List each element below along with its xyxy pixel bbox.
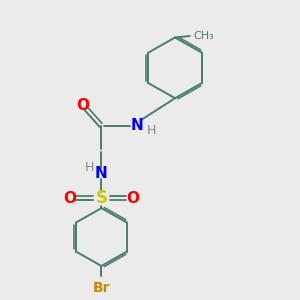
Text: O: O xyxy=(126,190,140,206)
Text: O: O xyxy=(63,190,76,206)
Text: H: H xyxy=(147,124,156,137)
Text: N: N xyxy=(95,166,108,181)
Text: N: N xyxy=(130,118,143,133)
Text: CH₃: CH₃ xyxy=(193,31,214,41)
Text: Br: Br xyxy=(93,281,110,295)
Text: S: S xyxy=(95,189,107,207)
Text: H: H xyxy=(84,160,94,174)
Text: O: O xyxy=(76,98,89,113)
